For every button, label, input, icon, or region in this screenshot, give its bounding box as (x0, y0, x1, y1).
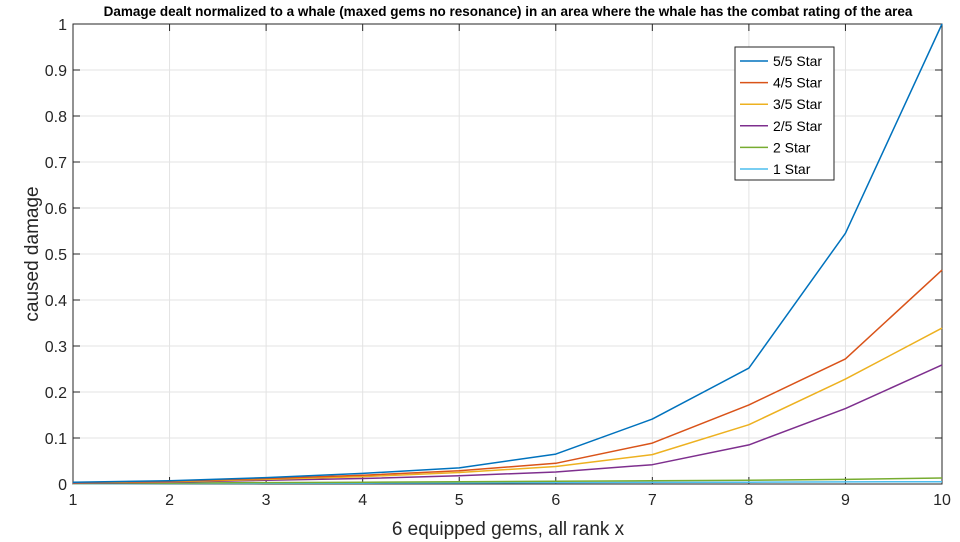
chart-title: Damage dealt normalized to a whale (maxe… (104, 4, 913, 19)
y-tick-label: 0.3 (45, 339, 67, 356)
y-axis-label: caused damage (22, 186, 43, 321)
series-line-4-5-star (72, 269, 943, 484)
axis-ticks: 1 2 3 4 5 6 7 8 9 10 0 0.1 0.2 0.3 0.4 0.5 0.6 0.7 0.8 0.9 1 (45, 17, 951, 509)
y-tick-label: 0 (58, 477, 67, 494)
legend-label: 5/5 Star (773, 53, 822, 69)
y-tick-label: 1 (58, 17, 67, 34)
y-tick-label: 0.5 (45, 247, 67, 264)
x-axis-label: 6 equipped gems, all rank x (392, 519, 625, 540)
legend: 5/5 Star 4/5 Star 3/5 Star 2/5 Star 2 Star 1 … (734, 46, 835, 181)
x-tick-label: 10 (933, 492, 951, 509)
series-lines (72, 23, 943, 485)
y-tick-label: 0.2 (45, 385, 67, 402)
x-tick-label: 3 (262, 492, 271, 509)
legend-label: 2 Star (773, 139, 811, 155)
series-line-2-5-star (72, 364, 943, 484)
y-tick-label: 0.7 (45, 155, 67, 172)
x-tick-label: 8 (744, 492, 753, 509)
legend-label: 1 Star (773, 161, 811, 177)
x-tick-label: 9 (841, 492, 850, 509)
y-tick-label: 0.4 (45, 293, 67, 310)
series-line-5-5-star (72, 23, 943, 483)
x-tick-label: 5 (455, 492, 464, 509)
y-tick-label: 0.9 (45, 63, 67, 80)
legend-label: 4/5 Star (773, 75, 822, 91)
series-line-3-5-star (72, 327, 943, 484)
y-tick-label: 0.8 (45, 109, 67, 126)
y-tick-label: 0.1 (45, 431, 67, 448)
x-tick-label: 6 (551, 492, 560, 509)
series-line-2-star (72, 477, 943, 485)
legend-box (734, 46, 835, 181)
x-tick-label: 4 (358, 492, 367, 509)
legend-label: 3/5 Star (773, 96, 822, 112)
legend-label: 2/5 Star (773, 118, 822, 134)
x-tick-label: 1 (69, 492, 78, 509)
y-tick-label: 0.6 (45, 201, 67, 218)
x-tick-label: 2 (165, 492, 174, 509)
x-tick-label: 7 (648, 492, 657, 509)
